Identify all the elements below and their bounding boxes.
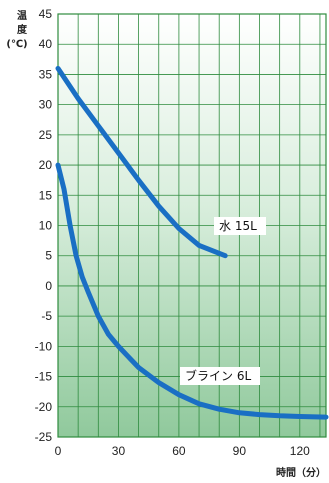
series-label-bg-water [214, 217, 266, 235]
y-tick-label: -25 [35, 430, 53, 444]
y-tick-label: 25 [39, 128, 53, 142]
y-tick-label: 10 [39, 219, 53, 233]
x-tick-label: 90 [233, 444, 247, 458]
y-tick-label: 0 [45, 279, 52, 293]
x-tick-label: 30 [112, 444, 126, 458]
series-label-brine: ブライン 6L [185, 368, 251, 383]
y-tick-label: 30 [39, 98, 53, 112]
y-tick-label: -5 [41, 309, 52, 323]
y-tick-label: 15 [39, 188, 53, 202]
x-tick-label: 0 [55, 444, 62, 458]
plot-border [57, 13, 327, 438]
series-label-bg-brine [180, 367, 260, 385]
y-tick-label: 35 [39, 67, 53, 81]
x-tick-label: 120 [290, 444, 310, 458]
y-tick-label: 20 [39, 158, 53, 172]
x-tick-labels: 0 30 60 90 120 [55, 444, 310, 458]
y-tick-labels: 45 40 35 30 25 20 15 10 5 0 -5 -10 -15 -20 -25 [35, 7, 53, 444]
y-tick-label: 45 [39, 7, 53, 21]
y-tick-label: -20 [35, 400, 53, 414]
y-axis-label-char-2: 度 [17, 23, 28, 36]
series-line-water [55, 65, 228, 259]
series-line-brine [55, 162, 329, 420]
y-axis-unit: (℃) [6, 39, 27, 50]
y-tick-label: 40 [39, 37, 53, 51]
x-axis-label: 時間（分） [276, 466, 326, 479]
y-tick-label: 5 [45, 249, 52, 263]
series-label-water: 水 15L [219, 219, 257, 233]
y-axis-label-char-1: 温 [17, 9, 27, 22]
y-tick-label: -15 [35, 370, 53, 384]
x-tick-label: 60 [172, 444, 186, 458]
y-tick-label: -10 [35, 339, 53, 353]
